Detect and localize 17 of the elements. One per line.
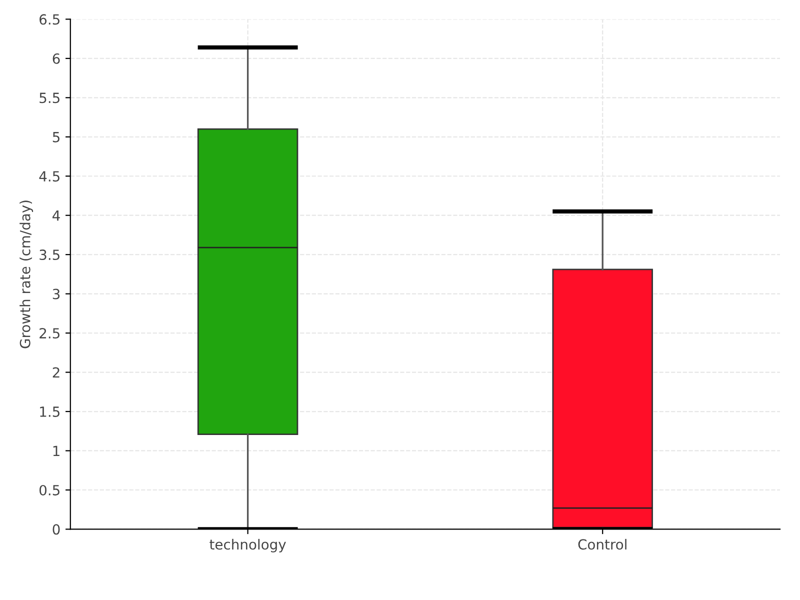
y-tick-label: 5.5 — [40, 92, 60, 104]
y-tick-label: 5 — [52, 132, 60, 142]
y-tick-label: 6 — [52, 53, 60, 64]
x-tick-label: Control — [578, 538, 626, 550]
y-tick-label: 4.5 — [39, 171, 60, 182]
y-tick-label: 3 — [52, 288, 60, 300]
x-tick-label: technology — [210, 538, 286, 552]
y-tick-label: 4 — [52, 210, 60, 221]
y-axis-title: Growth rate (cm/day) — [20, 200, 34, 348]
y-tick-label: 2 — [52, 367, 60, 378]
y-tick-label: 2.5 — [40, 328, 60, 339]
y-tick-label: 6.5 — [40, 14, 60, 25]
y-tick-label: 1 — [53, 446, 60, 456]
y-tick-label: 3.5 — [40, 250, 60, 260]
y-tick-label: 0 — [52, 524, 60, 535]
y-tick-label: 0.5 — [40, 484, 60, 496]
y-tick-label: 1.5 — [40, 406, 60, 417]
